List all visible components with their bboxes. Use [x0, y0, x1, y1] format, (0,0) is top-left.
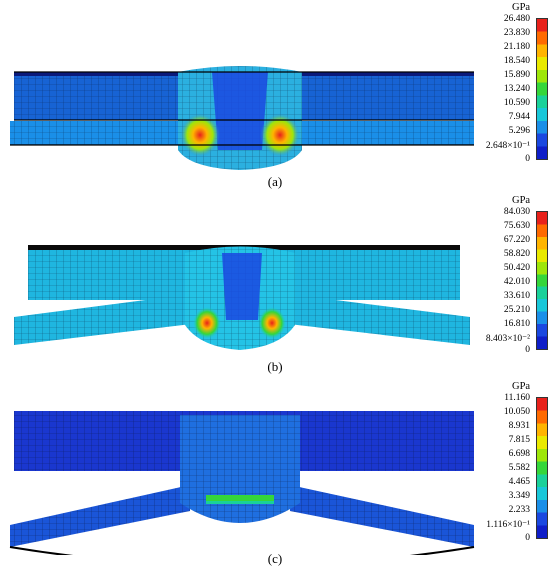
colorbar-tick: 15.890 [503, 70, 530, 80]
panel-caption-a: (a) [267, 174, 283, 189]
colorbar-unit-c: GPa [512, 381, 531, 392]
colorbar-tick: 0 [525, 345, 530, 355]
colorbar-unit-b: GPa [512, 195, 531, 206]
colorbar-tick: 50.420 [503, 263, 530, 273]
colorbar-tick: 16.810 [503, 319, 530, 329]
colorbar-tick: 25.210 [503, 305, 530, 315]
fe-simulation-image-b [14, 245, 470, 350]
colorbar-tick: 4.465 [508, 477, 530, 487]
panel-caption-c: (c) [267, 551, 283, 566]
colorbar-tick: 6.698 [508, 449, 530, 459]
colorbar-tick: 0 [525, 533, 530, 543]
panel-caption-b: (b) [267, 359, 283, 374]
colorbar-tick: 3.349 [508, 491, 530, 501]
fe-simulation-image-a [10, 66, 474, 170]
colorbar-tick: 26.480 [503, 14, 530, 24]
colorbar-tick: 58.820 [503, 249, 530, 259]
colorbar-tick: 13.240 [503, 84, 530, 94]
colorbar-tick: 2.648×10⁻¹ [485, 141, 530, 151]
colorbar-tick: 18.540 [503, 56, 530, 66]
colorbar-tick: 1.116×10⁻¹ [486, 520, 530, 530]
colorbar-tick: 5.582 [508, 463, 530, 473]
colorbar-b [536, 211, 548, 350]
colorbar-tick: 75.630 [503, 221, 530, 231]
colorbar-tick: 5.296 [508, 126, 530, 136]
colorbar-tick: 84.030 [503, 207, 530, 217]
panel-b: GPa 84.030 75.630 67.220 58.820 50.420 4… [0, 195, 550, 385]
colorbar-tick: 33.610 [503, 291, 530, 301]
colorbar-unit-a: GPa [512, 2, 531, 13]
colorbar-tick: 10.590 [503, 98, 530, 108]
colorbar-tick: 8.403×10⁻² [485, 334, 530, 344]
colorbar-tick: 42.010 [503, 277, 530, 287]
colorbar-tick: 21.180 [503, 42, 530, 52]
colorbar-tick: 23.830 [503, 28, 530, 38]
fe-simulation-image-c [9, 411, 475, 555]
colorbar-tick: 7.944 [508, 112, 530, 122]
colorbar-tick: 10.050 [503, 407, 530, 417]
panel-c: GPa 11.160 10.050 8.931 7.815 6.698 5.58… [0, 381, 550, 575]
colorbar-tick: 2.233 [508, 505, 530, 515]
colorbar-tick: 67.220 [503, 235, 530, 245]
colorbar-tick: 8.931 [508, 421, 530, 431]
colorbar-a [536, 18, 548, 160]
colorbar-tick: 7.815 [508, 435, 530, 445]
colorbar-tick: 11.160 [504, 393, 530, 403]
panel-a: GPa 26.480 23.830 21.180 18.540 15.890 1… [0, 0, 550, 195]
colorbar-c [536, 397, 548, 539]
colorbar-tick: 0 [525, 154, 530, 164]
